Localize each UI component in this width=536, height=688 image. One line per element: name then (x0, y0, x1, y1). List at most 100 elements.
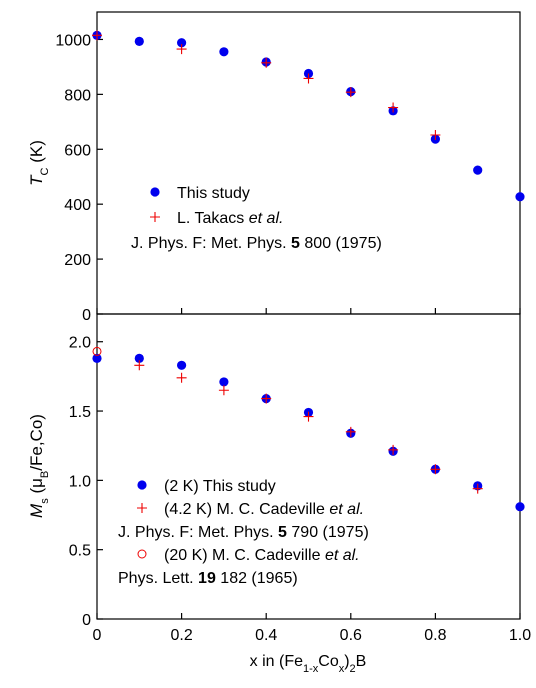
x-tick-label: 0.8 (424, 627, 446, 644)
data-point (176, 44, 187, 55)
data-point (134, 360, 145, 371)
legend-text: et al. (325, 547, 360, 564)
y-tick-label: 1.0 (69, 473, 91, 490)
x-label-part: ) (344, 653, 349, 670)
data-point (92, 353, 102, 363)
x-tick-label: 0.6 (340, 627, 362, 644)
y-label-sub2: B (39, 471, 51, 478)
legend-label: J. Phys. F: Met. Phys. 5 800 (1975) (131, 235, 382, 252)
legend-text: et al. (329, 501, 364, 518)
y-label-main: T (27, 174, 46, 186)
y-tick-label: 600 (64, 142, 91, 159)
data-point (303, 411, 314, 422)
data-point (219, 47, 229, 57)
y-label-unit: (K) (27, 140, 46, 167)
data-point (345, 87, 356, 98)
y-tick-label: 800 (64, 87, 91, 104)
y-tick-label: 1000 (55, 32, 91, 49)
legend-text: This study (177, 185, 250, 202)
x-label-part: 1-x (303, 663, 319, 675)
data-point (515, 192, 525, 202)
y-axis-label: Ms (μB/Fe,Co) (27, 414, 51, 518)
legend-label: Phys. Lett. 19 182 (1965) (118, 570, 298, 587)
legend-text: 5 (278, 524, 287, 541)
series-0 (92, 353, 525, 512)
legend-text: (2 K) This study (164, 478, 276, 495)
data-point (430, 464, 441, 475)
data-point (92, 30, 102, 41)
data-point (134, 36, 144, 46)
y-tick-label: 200 (64, 252, 91, 269)
y-label-unit: /Fe,Co) (27, 414, 46, 471)
data-point (388, 444, 399, 455)
y-label-sub: s (39, 498, 51, 504)
legend-label: (20 K) M. C. Cadeville et al. (164, 547, 360, 564)
x-label-part: x (339, 663, 345, 675)
x-tick-label: 0.2 (170, 627, 192, 644)
data-point (261, 393, 272, 404)
legend-marker (150, 212, 160, 222)
data-point (430, 129, 441, 140)
ms-panel: 0 0.5 1.0 1.5 2.0 0 0.2 0.4 0.6 0.8 1.0 (2 K) This … (27, 313, 531, 675)
x-axis-label: x in (Fe1-xCox)2B (250, 653, 367, 675)
series-2 (92, 346, 102, 356)
legend-text: J. Phys. F: Met. Phys. (118, 524, 278, 541)
legend-text: et al. (249, 210, 284, 227)
x-tick-label: 1.0 (509, 627, 531, 644)
y-tick-label: 0 (82, 612, 91, 629)
y-tick-label: 0 (82, 307, 91, 324)
data-point (472, 483, 483, 494)
tc-panel: 0 200 400 600 800 1000 This study L. Takacs et … (27, 11, 525, 324)
y-tick-label: 2.0 (69, 335, 91, 352)
legend-label: L. Takacs et al. (177, 210, 283, 227)
data-point (218, 385, 229, 396)
legend-text: 182 (1965) (216, 570, 298, 587)
legend-text: (4.2 K) M. C. Cadeville (164, 501, 329, 518)
y-axis-label: TC (K) (27, 140, 51, 186)
legend-label: This study (177, 185, 250, 202)
data-point (176, 372, 187, 383)
x-label-part: Co (318, 653, 339, 670)
legend-text: 790 (1975) (287, 524, 369, 541)
data-point (92, 346, 102, 356)
legend-label: J. Phys. F: Met. Phys. 5 790 (1975) (118, 524, 369, 541)
legend-text: 5 (291, 235, 300, 252)
legend-marker (150, 187, 160, 197)
data-point (177, 360, 187, 370)
legend-text: 19 (198, 570, 216, 587)
legend-text: L. Takacs (177, 210, 249, 227)
data-point (177, 38, 187, 48)
y-tick-label: 400 (64, 197, 91, 214)
legend-label: (4.2 K) M. C. Cadeville et al. (164, 501, 364, 518)
data-point (388, 102, 399, 113)
y-tick-label: 0.5 (69, 543, 91, 560)
data-point (134, 353, 144, 363)
legend-text: Phys. Lett. (118, 570, 198, 587)
data-point (303, 73, 314, 84)
data-point (261, 57, 272, 68)
legend-text: J. Phys. F: Met. Phys. (131, 235, 291, 252)
series-1 (134, 360, 483, 494)
x-tick-label: 0 (93, 627, 102, 644)
series-0 (92, 30, 525, 202)
y-label-sub: C (39, 167, 51, 175)
y-tick-label: 1.5 (69, 404, 91, 421)
legend-marker (137, 503, 147, 513)
x-label-part: x in (Fe (250, 653, 303, 670)
legend-marker (137, 480, 147, 490)
data-point (515, 502, 525, 512)
data-point (219, 377, 229, 387)
series-1 (92, 30, 441, 140)
plot-frame (96, 11, 521, 315)
x-label-part: B (356, 653, 367, 670)
legend-marker (137, 549, 147, 559)
legend-label: (2 K) This study (164, 478, 276, 495)
legend: This study L. Takacs et al. J. Phys. F: Me… (131, 185, 382, 252)
x-label-part: 2 (350, 663, 356, 675)
y-label-mid: (μ (27, 478, 46, 498)
plot-frame (96, 313, 521, 620)
data-point (345, 426, 356, 437)
legend: (2 K) This study (4.2 K) M. C. Cadeville … (118, 478, 369, 587)
x-tick-label: 0.4 (255, 627, 277, 644)
